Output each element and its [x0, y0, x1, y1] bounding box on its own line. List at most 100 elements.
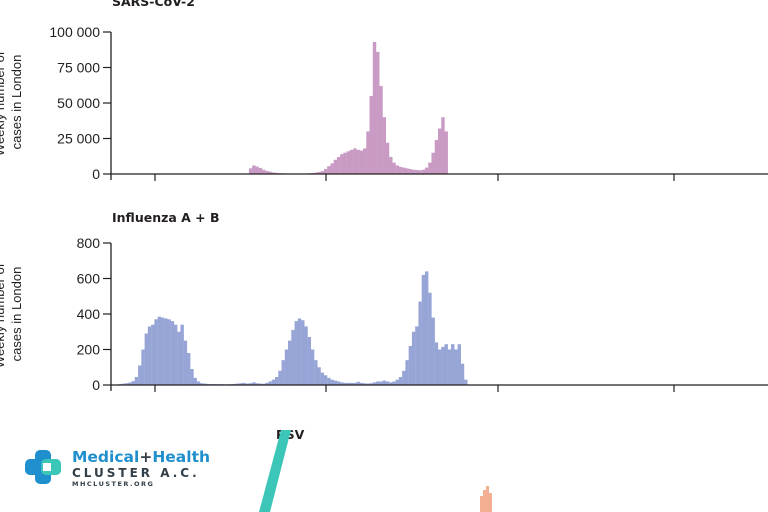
bar — [144, 333, 149, 385]
bar — [304, 326, 308, 385]
bar-series — [480, 486, 492, 512]
bar — [268, 171, 272, 174]
bar — [441, 117, 445, 174]
y-tick-label: 0 — [92, 166, 100, 182]
panel-influenza: Influenza A + B Weekly number of cases i… — [0, 210, 768, 393]
bar — [464, 379, 468, 385]
bar — [405, 168, 409, 174]
bar — [248, 168, 253, 174]
logo-name-right: Health — [152, 448, 210, 466]
bar — [438, 349, 442, 385]
bar — [317, 172, 321, 174]
bar — [275, 377, 279, 385]
y-tick-label: 0 — [92, 377, 100, 393]
bar — [343, 152, 347, 174]
bar — [451, 344, 455, 385]
bar — [196, 381, 201, 385]
teal-slash-shape — [259, 430, 291, 512]
bar — [489, 493, 492, 512]
bar — [434, 342, 439, 385]
bar — [398, 166, 403, 174]
bar — [125, 383, 129, 385]
bar — [147, 326, 152, 385]
y-tick-label: 50 000 — [57, 95, 100, 111]
bar — [402, 167, 406, 174]
panel-rsv: RSV — [276, 427, 492, 512]
bar — [441, 346, 445, 385]
bar — [411, 331, 416, 385]
bar — [379, 85, 383, 174]
bar — [447, 349, 452, 385]
bar — [336, 381, 341, 385]
bar — [353, 148, 357, 174]
bar — [415, 170, 419, 174]
bar — [389, 156, 393, 174]
medical-cross-icon — [25, 450, 61, 484]
bar — [392, 162, 396, 174]
bar — [363, 383, 367, 385]
bar — [356, 149, 360, 174]
bar — [154, 319, 158, 385]
bar — [454, 349, 458, 385]
bar — [336, 156, 341, 174]
bar — [151, 324, 155, 385]
bar — [424, 271, 429, 385]
bar — [369, 95, 373, 174]
y-axis-label-line-2: cases in London — [9, 55, 24, 150]
y-tick-label: 800 — [77, 235, 101, 251]
bar — [183, 340, 188, 386]
bar — [252, 382, 256, 385]
bar — [402, 370, 406, 385]
x-axis — [110, 243, 768, 392]
bar — [438, 128, 442, 174]
bar — [382, 380, 386, 385]
bar — [320, 171, 325, 174]
bar — [366, 383, 370, 385]
watermark-logo: Medical+Health CLUSTER A.C. MHCLUSTER.OR… — [25, 430, 291, 512]
bar — [349, 382, 354, 385]
bar — [359, 150, 364, 174]
bar — [141, 349, 145, 385]
bar — [392, 381, 396, 385]
y-axis-label-line-1: Weekly number of — [0, 51, 7, 156]
panel-title: Influenza A + B — [112, 210, 220, 225]
bar — [444, 131, 448, 174]
bar — [268, 381, 272, 385]
bar — [314, 172, 318, 174]
bar — [431, 152, 435, 174]
bar — [343, 382, 347, 385]
y-axis-label: Weekly number of cases in London — [0, 48, 24, 156]
bar — [320, 372, 325, 385]
bar-series — [118, 271, 468, 386]
bar — [164, 318, 168, 385]
bar — [190, 369, 194, 385]
bar — [376, 381, 380, 385]
x-axis — [110, 32, 768, 181]
bar — [265, 382, 269, 385]
y-axis: 0 25 000 50 000 75 000 100 000 — [49, 24, 111, 182]
bar — [395, 379, 400, 385]
bar — [411, 169, 416, 174]
bar — [173, 324, 178, 385]
bar — [372, 382, 377, 385]
bar — [333, 159, 338, 174]
logo-name: Medical+Health — [72, 448, 210, 466]
bar — [281, 360, 285, 385]
y-axis-label-line-1: Weekly number of — [0, 263, 7, 368]
bar — [428, 292, 432, 385]
bar — [444, 344, 448, 385]
bar — [421, 169, 426, 174]
bar — [382, 117, 386, 174]
bar — [248, 383, 253, 385]
y-tick-label: 400 — [77, 306, 101, 322]
bar — [330, 379, 334, 385]
logo-url: MHCLUSTER.ORG — [72, 480, 154, 488]
bar — [200, 383, 204, 385]
bar — [405, 360, 409, 385]
bar — [255, 166, 259, 174]
bar — [431, 317, 435, 385]
bar — [346, 382, 351, 385]
bar — [486, 486, 489, 512]
bar — [317, 367, 321, 385]
